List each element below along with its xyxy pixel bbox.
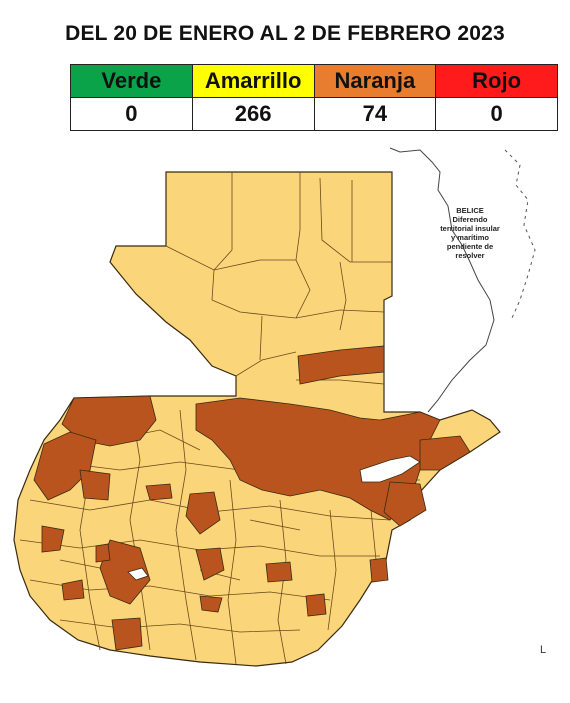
legend-header-naranja: Naranja (313, 64, 437, 98)
naranja-zone-izabal-lake (419, 435, 471, 471)
naranja-zone-retalhuleu (61, 579, 85, 601)
legend-count-naranja: 74 (313, 97, 437, 131)
alert-legend-table: Verde Amarrillo Naranja Rojo 0 266 74 0 (70, 64, 558, 131)
naranja-zone-jalapa (145, 483, 173, 501)
naranja-zone-chimaltenango (195, 547, 225, 581)
naranja-zone-quetzaltenango (79, 469, 111, 501)
corner-mark: L (540, 644, 547, 656)
belize-coast-line (504, 149, 536, 319)
legend-count-rojo: 0 (435, 97, 558, 131)
page-title: DEL 20 DE ENERO AL 2 DE FEBRERO 2023 (65, 22, 505, 45)
naranja-zone-sacatepequez (199, 595, 223, 613)
legend-header-verde: Verde (70, 64, 193, 98)
naranja-zone-alta-verapaz-west (185, 491, 221, 535)
naranja-zone-guatemala-city (265, 561, 293, 583)
belize-border-line (389, 147, 495, 413)
naranja-zone-escuintla (111, 617, 143, 651)
lake-atitlan (127, 567, 149, 581)
naranja-zone-izabal-south (383, 481, 427, 527)
lake-izabal (359, 455, 421, 483)
legend-header-rojo: Rojo (435, 64, 558, 98)
naranja-zone-el-progreso (369, 557, 389, 583)
naranja-zone-huehuetenango-north (61, 395, 157, 447)
legend-count-verde: 0 (70, 97, 193, 131)
naranja-zone-western-strip (33, 431, 97, 501)
legend-header-amarillo: Amarrillo (191, 64, 315, 98)
naranja-municipalities (33, 345, 471, 651)
legend-count-amarillo: 266 (191, 97, 315, 131)
naranja-zone-san-marcos (41, 525, 65, 553)
naranja-zone-jutiapa (305, 593, 327, 617)
naranja-zone-solola (95, 543, 111, 563)
naranja-zone-central-west (99, 539, 151, 605)
guatemala-municipality-map (13, 147, 536, 667)
naranja-zone-peten-south (297, 345, 385, 385)
belize-note: BELICE Diferendo territorial insular y m… (440, 206, 500, 260)
